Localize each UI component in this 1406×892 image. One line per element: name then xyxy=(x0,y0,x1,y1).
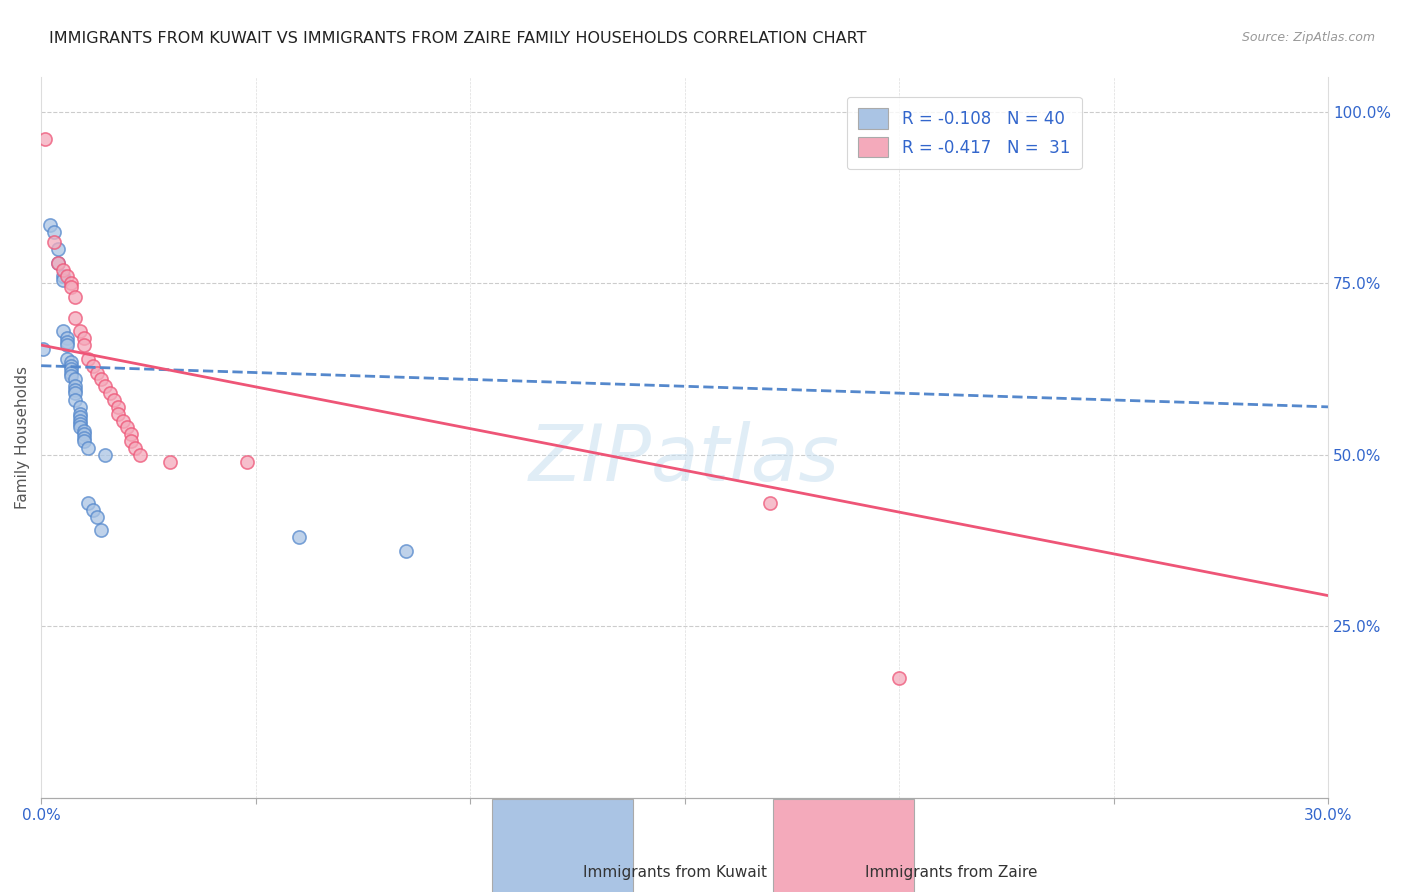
Text: Immigrants from Zaire: Immigrants from Zaire xyxy=(865,865,1038,880)
Point xyxy=(51,273,73,287)
Point xyxy=(236,455,259,469)
Point xyxy=(56,338,79,352)
Point xyxy=(90,372,112,386)
Point xyxy=(69,417,91,431)
Point xyxy=(65,372,87,386)
Point xyxy=(69,410,91,425)
Point xyxy=(77,441,100,455)
Point xyxy=(56,269,79,284)
Point xyxy=(73,338,96,352)
Point xyxy=(94,379,117,393)
Point xyxy=(65,290,87,304)
Legend: R = -0.108   N = 40, R = -0.417   N =  31: R = -0.108 N = 40, R = -0.417 N = 31 xyxy=(846,96,1081,169)
Point xyxy=(60,362,83,376)
Point xyxy=(73,434,96,449)
Point xyxy=(94,448,117,462)
Point xyxy=(42,225,65,239)
Point xyxy=(65,383,87,397)
Point xyxy=(65,392,87,407)
Point xyxy=(60,359,83,373)
Point xyxy=(51,324,73,338)
Point xyxy=(111,414,134,428)
Point xyxy=(82,503,104,517)
Point xyxy=(65,310,87,325)
Point xyxy=(60,369,83,384)
Point xyxy=(51,269,73,284)
Point xyxy=(128,448,150,462)
Point xyxy=(60,355,83,369)
Point xyxy=(56,334,79,349)
Point xyxy=(46,256,69,270)
Text: Source: ZipAtlas.com: Source: ZipAtlas.com xyxy=(1241,31,1375,45)
Point xyxy=(32,342,55,356)
Text: Immigrants from Kuwait: Immigrants from Kuwait xyxy=(583,865,768,880)
Point xyxy=(395,544,418,558)
Point xyxy=(120,434,142,449)
Point xyxy=(51,262,73,277)
Point xyxy=(60,279,83,293)
Point xyxy=(56,351,79,366)
Point xyxy=(38,218,60,232)
Point xyxy=(887,671,910,685)
Point xyxy=(115,420,138,434)
Point xyxy=(46,242,69,256)
Point xyxy=(77,351,100,366)
Text: IMMIGRANTS FROM KUWAIT VS IMMIGRANTS FROM ZAIRE FAMILY HOUSEHOLDS CORRELATION CH: IMMIGRANTS FROM KUWAIT VS IMMIGRANTS FRO… xyxy=(49,31,866,46)
Point xyxy=(60,277,83,291)
Point xyxy=(759,496,782,510)
Point xyxy=(107,400,129,414)
Point xyxy=(69,420,91,434)
Point xyxy=(73,424,96,438)
Point xyxy=(103,392,125,407)
Point xyxy=(65,379,87,393)
Point xyxy=(287,530,309,544)
Point xyxy=(124,441,146,455)
Point xyxy=(73,331,96,345)
Point xyxy=(69,414,91,428)
Point xyxy=(73,431,96,445)
Point xyxy=(69,400,91,414)
Point xyxy=(69,407,91,421)
Point xyxy=(107,407,129,421)
Text: ZIPatlas: ZIPatlas xyxy=(529,421,839,498)
Y-axis label: Family Households: Family Households xyxy=(15,367,30,509)
Point xyxy=(69,324,91,338)
Point xyxy=(56,331,79,345)
Point xyxy=(34,132,56,146)
Point xyxy=(65,386,87,401)
Point xyxy=(86,509,108,524)
Point xyxy=(42,235,65,249)
Point xyxy=(73,427,96,442)
Point xyxy=(98,386,121,401)
Point xyxy=(82,359,104,373)
Point xyxy=(86,366,108,380)
Point xyxy=(120,427,142,442)
Point xyxy=(90,524,112,538)
Point xyxy=(46,256,69,270)
Point xyxy=(60,366,83,380)
Point xyxy=(159,455,181,469)
Point xyxy=(77,496,100,510)
